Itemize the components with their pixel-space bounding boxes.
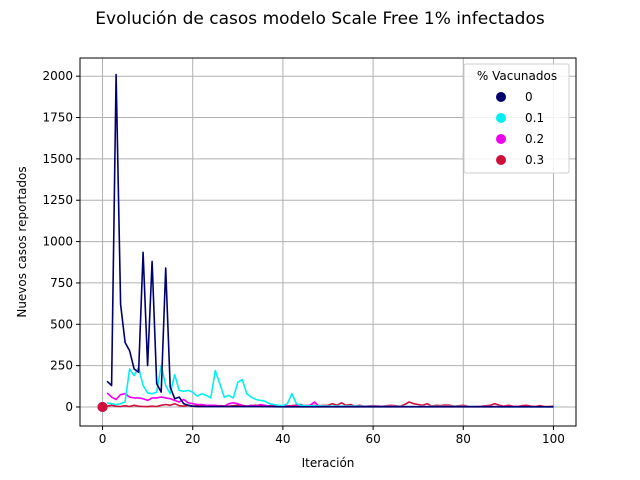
x-tick-label: 20 bbox=[185, 432, 200, 446]
y-tick-label: 1500 bbox=[42, 152, 73, 166]
legend-swatch-1 bbox=[496, 113, 506, 123]
y-axis-label: Nuevos casos reportados bbox=[15, 166, 29, 317]
y-tick-label: 500 bbox=[50, 317, 73, 331]
legend-label-0: 0 bbox=[525, 90, 533, 104]
y-tick-label: 2000 bbox=[42, 69, 73, 83]
x-axis-label: Iteración bbox=[302, 456, 355, 470]
chart-title: Evolución de casos modelo Scale Free 1% … bbox=[95, 9, 545, 29]
series-line-3 bbox=[106, 401, 554, 408]
series-markers bbox=[97, 401, 108, 412]
legend-box bbox=[463, 63, 570, 174]
x-tick-label: 0 bbox=[99, 432, 107, 446]
y-axis-ticks: 0 250 500 750 1000 1250 1500 1750 2000 bbox=[42, 69, 80, 414]
y-tick-label: 750 bbox=[50, 276, 73, 290]
series-line-1 bbox=[106, 364, 554, 408]
legend-swatch-3 bbox=[496, 155, 506, 165]
x-tick-label: 60 bbox=[365, 432, 380, 446]
x-tick-label: 100 bbox=[542, 432, 565, 446]
legend-swatch-0 bbox=[496, 92, 506, 102]
series-marker-3 bbox=[97, 401, 108, 412]
series-line-0 bbox=[106, 73, 554, 408]
legend-swatch-2 bbox=[496, 134, 506, 144]
x-tick-label: 40 bbox=[275, 432, 290, 446]
legend-label-2: 0.2 bbox=[525, 132, 544, 146]
y-tick-label: 250 bbox=[50, 359, 73, 373]
y-tick-label: 0 bbox=[65, 400, 73, 414]
y-tick-label: 1250 bbox=[42, 193, 73, 207]
y-tick-label: 1000 bbox=[42, 235, 73, 249]
series-lines bbox=[106, 73, 554, 408]
legend-label-3: 0.3 bbox=[525, 153, 544, 167]
legend-title: % Vacunados bbox=[477, 69, 557, 83]
legend-label-1: 0.1 bbox=[525, 111, 544, 125]
x-axis-ticks: 0 20 40 60 80 100 bbox=[99, 426, 565, 446]
legend: % Vacunados 0 0.1 0.2 0.3 bbox=[463, 63, 570, 174]
y-tick-label: 1750 bbox=[42, 111, 73, 125]
x-tick-label: 80 bbox=[456, 432, 471, 446]
